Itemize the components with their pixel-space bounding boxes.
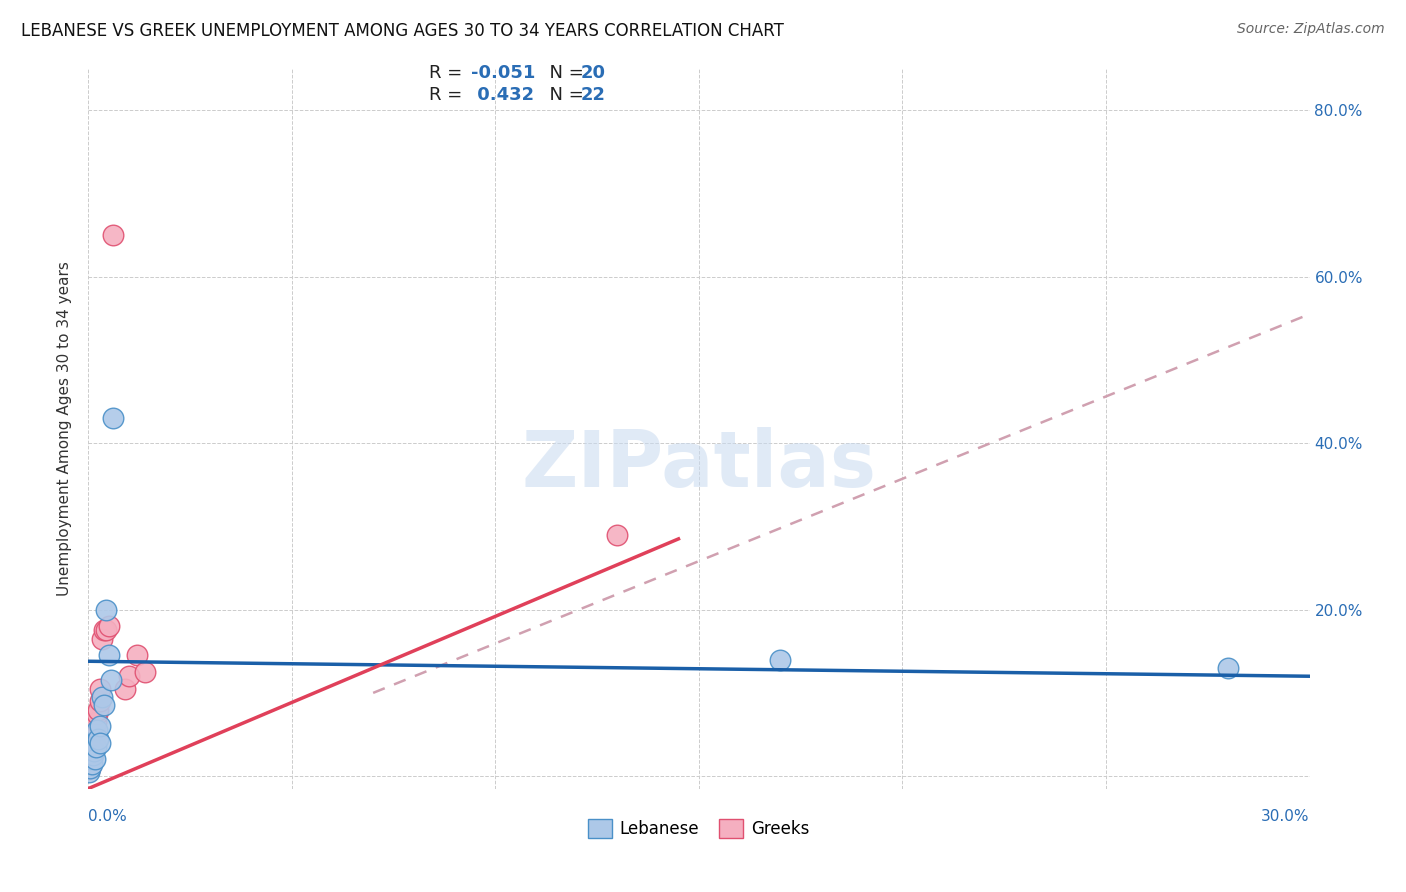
Point xyxy=(97,619,120,633)
Point xyxy=(93,698,115,713)
Text: 0.0%: 0.0% xyxy=(89,809,127,824)
Legend: Lebanese, Greeks: Lebanese, Greeks xyxy=(582,813,815,845)
Point xyxy=(82,748,104,763)
Text: 20: 20 xyxy=(581,64,606,82)
Point xyxy=(1216,661,1239,675)
Point xyxy=(125,648,148,663)
Text: Source: ZipAtlas.com: Source: ZipAtlas.com xyxy=(1237,22,1385,37)
Point xyxy=(114,681,136,696)
Point xyxy=(84,714,107,729)
Point xyxy=(82,756,104,771)
Point xyxy=(77,764,100,779)
Point xyxy=(101,411,124,425)
Point xyxy=(77,761,100,775)
Text: N =: N = xyxy=(538,87,591,104)
Text: R =: R = xyxy=(429,87,468,104)
Point xyxy=(79,761,101,775)
Point xyxy=(96,624,118,638)
Point xyxy=(87,702,110,716)
Point xyxy=(82,739,104,754)
Point xyxy=(83,744,105,758)
Point xyxy=(86,706,108,721)
Point xyxy=(80,752,103,766)
Text: N =: N = xyxy=(538,64,591,82)
Text: LEBANESE VS GREEK UNEMPLOYMENT AMONG AGES 30 TO 34 YEARS CORRELATION CHART: LEBANESE VS GREEK UNEMPLOYMENT AMONG AGE… xyxy=(21,22,785,40)
Point xyxy=(91,690,114,704)
Point xyxy=(84,723,107,738)
Text: R =: R = xyxy=(429,64,468,82)
Point xyxy=(89,694,111,708)
Text: 30.0%: 30.0% xyxy=(1261,809,1309,824)
Point xyxy=(80,756,103,771)
Point xyxy=(769,652,792,666)
Point xyxy=(89,736,111,750)
Point xyxy=(91,632,114,646)
Point xyxy=(84,752,107,766)
Point xyxy=(89,719,111,733)
Point xyxy=(100,673,122,688)
Point xyxy=(86,723,108,738)
Point xyxy=(82,748,104,763)
Point xyxy=(606,527,628,541)
Text: 0.432: 0.432 xyxy=(471,87,534,104)
Point xyxy=(97,648,120,663)
Text: 22: 22 xyxy=(581,87,606,104)
Point xyxy=(83,731,105,746)
Y-axis label: Unemployment Among Ages 30 to 34 years: Unemployment Among Ages 30 to 34 years xyxy=(58,261,72,596)
Point xyxy=(79,761,101,775)
Text: ZIPatlas: ZIPatlas xyxy=(522,426,876,502)
Point xyxy=(87,731,110,746)
Point xyxy=(118,669,141,683)
Point xyxy=(96,602,118,616)
Point xyxy=(89,681,111,696)
Point xyxy=(93,624,115,638)
Point xyxy=(134,665,156,679)
Point xyxy=(101,227,124,242)
Text: -0.051: -0.051 xyxy=(471,64,536,82)
Point xyxy=(84,739,107,754)
